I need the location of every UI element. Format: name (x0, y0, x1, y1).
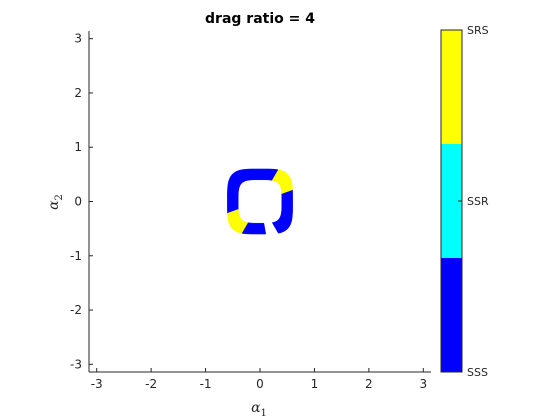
x-axis-label: α1 (251, 400, 267, 419)
y-tick-label: -2 (70, 303, 82, 317)
x-tick-label: -3 (91, 377, 103, 391)
y-tick-label: -1 (70, 249, 82, 263)
colorbar-segment-ssr (441, 144, 462, 258)
y-tick-label: 1 (74, 140, 82, 154)
x-tick-label: -2 (145, 377, 157, 391)
y-axis-label-group: α2 (46, 194, 65, 210)
region-srs (271, 169, 293, 194)
x-tick-label: -1 (200, 377, 212, 391)
x-tick-label: 0 (256, 377, 264, 391)
region-sss (241, 222, 267, 235)
y-axis-label-subscript: 2 (54, 194, 65, 200)
region-sss (227, 168, 279, 214)
y-tick-label: 2 (74, 86, 82, 100)
x-axis-label-subscript: 1 (261, 408, 267, 419)
plot-area: -3 -2 -1 0 1 2 3 -3 -2 -1 0 1 2 3 (70, 31, 431, 391)
x-tick-label: 1 (311, 377, 319, 391)
y-axis-label-symbol: α (46, 200, 62, 210)
x-tick-label: 2 (365, 377, 373, 391)
chart-title: drag ratio = 4 (205, 11, 315, 27)
x-tick-label: 3 (419, 377, 427, 391)
colorbar-segment-sss (441, 258, 462, 372)
colorbar-label-ssr: SSR (467, 195, 489, 208)
colorbar-segment-srs (441, 30, 462, 144)
y-ticks: -3 -2 -1 0 1 2 3 (70, 32, 93, 371)
y-axis-label: α2 (46, 194, 65, 210)
region-sss (271, 189, 293, 234)
colorbar-label-srs: SRS (467, 24, 489, 37)
x-axis-label-symbol: α (251, 400, 261, 416)
y-tick-label: 0 (74, 195, 82, 209)
x-ticks: -3 -2 -1 0 1 2 3 (91, 368, 427, 391)
y-tick-label: -3 (70, 357, 82, 371)
colorbar-label-sss: SSS (467, 366, 488, 379)
data-regions (227, 168, 293, 235)
region-srs (227, 209, 249, 234)
colorbar: SSS SSR SRS (440, 24, 489, 379)
y-tick-label: 3 (74, 32, 82, 46)
